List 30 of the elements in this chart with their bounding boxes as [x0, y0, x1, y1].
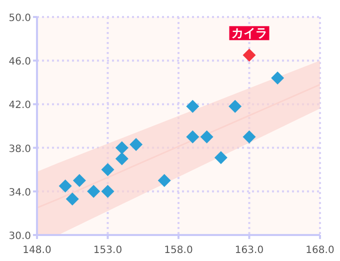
point — [214, 151, 228, 164]
point — [228, 100, 242, 113]
point — [271, 72, 284, 85]
x-tick-label: 163.0 — [234, 245, 264, 256]
point — [66, 192, 79, 206]
y-tick-label: 34.0 — [8, 187, 31, 198]
point — [115, 141, 128, 154]
point — [115, 152, 128, 166]
y-tick-label: 50.0 — [8, 13, 31, 24]
point — [186, 100, 200, 113]
point — [186, 130, 200, 144]
y-tick-label: 30.0 — [8, 231, 31, 242]
y-tick-label: 46.0 — [8, 56, 31, 68]
point — [101, 184, 114, 198]
point — [101, 163, 114, 176]
y-tick-label: 38.0 — [8, 144, 31, 155]
point — [200, 130, 214, 144]
x-tick-label: 148.0 — [22, 245, 52, 256]
x-tick-label: 168.0 — [306, 245, 334, 256]
point — [130, 138, 143, 152]
y-tick-label: 42.0 — [8, 100, 31, 112]
point — [58, 179, 72, 192]
annotation: カイラ — [231, 26, 268, 40]
point — [87, 184, 100, 198]
point — [72, 174, 86, 187]
point — [242, 130, 256, 144]
x-tick-label: 158.0 — [164, 245, 193, 256]
point — [242, 48, 256, 62]
point — [158, 174, 171, 187]
x-tick-label: 153.0 — [93, 245, 122, 256]
